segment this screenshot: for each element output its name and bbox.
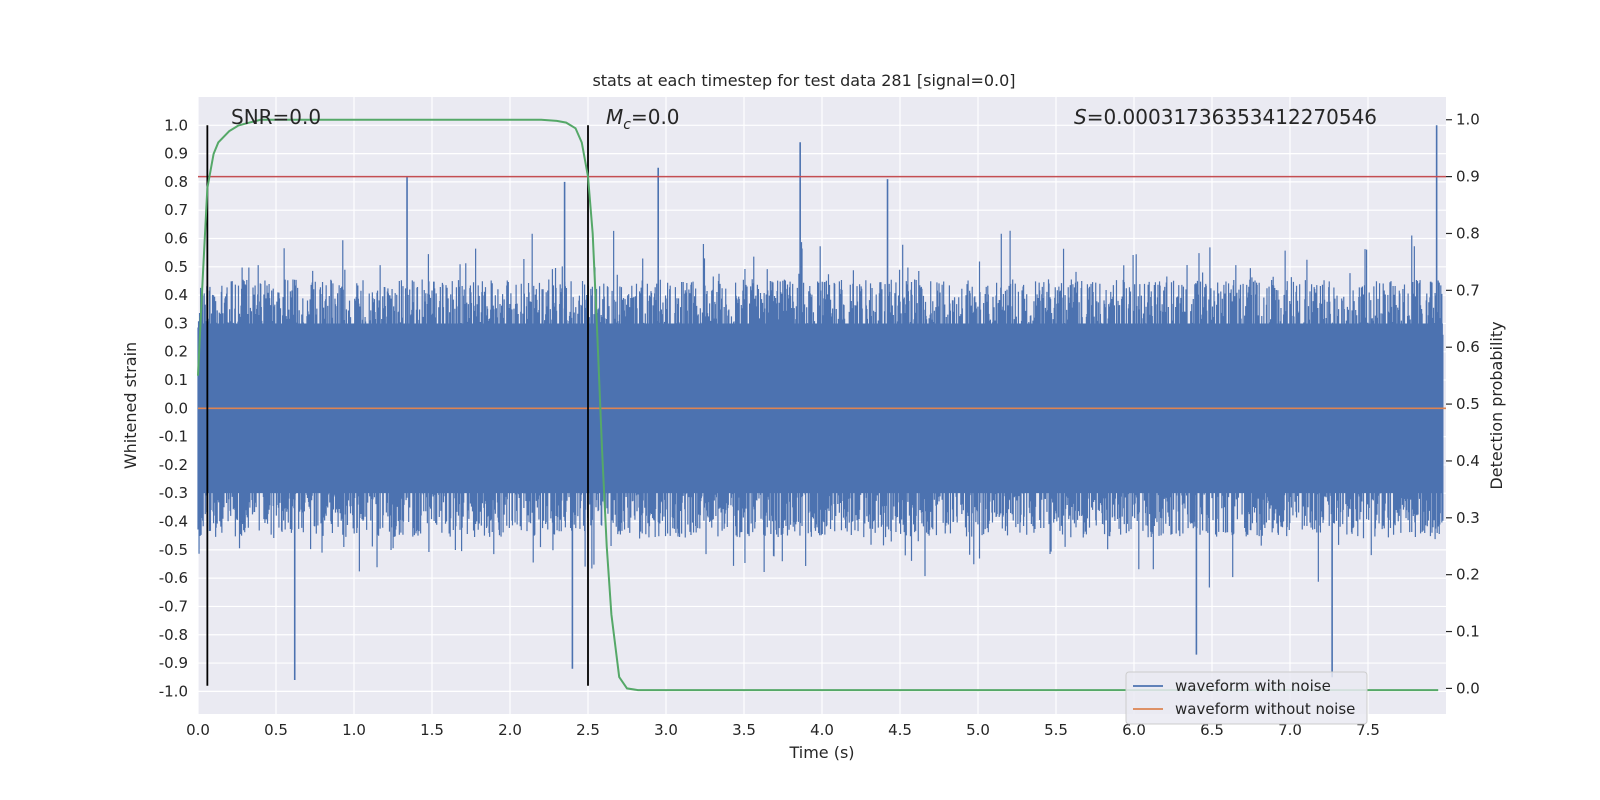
vertical-markers (206, 125, 589, 686)
y-tick-label: -0.3 (159, 484, 188, 502)
y-tick-label: -0.1 (159, 428, 188, 446)
x-tick-label: 3.0 (654, 721, 678, 739)
y2-tick-label: 0.6 (1456, 338, 1480, 356)
y-tick-label: 1.0 (164, 116, 188, 134)
x-tick-label: 6.0 (1122, 721, 1146, 739)
y-tick-label: -0.5 (159, 541, 188, 559)
x-tick-label: 4.0 (810, 721, 834, 739)
chart-title: stats at each timestep for test data 281… (592, 71, 1015, 90)
x-tick-label: 7.5 (1356, 721, 1380, 739)
y-tick-label: 0.5 (164, 258, 188, 276)
x-tick-label: 3.5 (732, 721, 756, 739)
s-symbol: S (1074, 105, 1087, 129)
legend-label-waveform-without-noise: waveform without noise (1175, 700, 1355, 718)
y2-axis-label: Detection probability (1487, 321, 1506, 489)
y-tick-label: 0.6 (164, 230, 188, 248)
x-tick-label: 1.0 (342, 721, 366, 739)
annotation-statistic: S=0.00031736353412270546 (1074, 105, 1377, 129)
annotation-chirp-mass: Mc=0.0 (606, 105, 680, 133)
mc-subscript: c (623, 117, 631, 133)
x-axis-label: Time (s) (788, 743, 854, 762)
x-tick-label: 2.5 (576, 721, 600, 739)
y2-tick-label: 0.5 (1456, 395, 1480, 413)
mc-value: =0.0 (631, 105, 680, 129)
s-value: =0.00031736353412270546 (1087, 105, 1377, 129)
y2-tick-label: 0.8 (1456, 224, 1480, 242)
y2-tick-label: 0.2 (1456, 566, 1480, 584)
y-tick-label: -0.4 (159, 513, 188, 531)
y-tick-label: 0.9 (164, 145, 188, 163)
legend-label-waveform-with-noise: waveform with noise (1175, 677, 1331, 695)
y-tick-label: 0.0 (164, 399, 188, 417)
y-tick-label: -0.7 (159, 597, 188, 615)
y-axis-label: Whitened strain (121, 342, 140, 469)
legend-box (1125, 671, 1368, 725)
y2-tick-label: 0.3 (1456, 509, 1480, 527)
y-tick-label: -0.6 (159, 569, 188, 587)
y-tick-label: -0.9 (159, 654, 188, 672)
x-tick-label: 5.0 (966, 721, 990, 739)
mc-symbol: M (606, 105, 623, 129)
probability-trace (197, 118, 1439, 692)
x-tick-label: 0.5 (264, 721, 288, 739)
y-tick-label: -0.2 (159, 456, 188, 474)
y-tick-label: -0.8 (159, 626, 188, 644)
y2-tick-label: 0.7 (1456, 281, 1480, 299)
x-axis-ticks: 0.0 0.5 1.0 1.5 2.0 2.5 3.0 3.5 4.0 4.5 5.0 5.5 6.0 6… (186, 721, 1380, 739)
series-detection-probability (197, 118, 1439, 692)
y2-tick-label: 0.1 (1456, 623, 1480, 641)
y2-tick-label: 0.0 (1456, 679, 1480, 697)
y-tick-label: -1.0 (159, 682, 188, 700)
y-tick-label: 0.7 (164, 201, 188, 219)
y2-tick-label: 1.0 (1456, 111, 1480, 129)
legend: waveform with noise waveform without noi… (1125, 671, 1368, 725)
x-tick-label: 2.0 (498, 721, 522, 739)
y2-tick-label: 0.4 (1456, 452, 1480, 470)
y-tick-label: 0.1 (164, 371, 188, 389)
x-tick-label: 1.5 (420, 721, 444, 739)
x-tick-label: 0.0 (186, 721, 210, 739)
y2-tick-label: 0.9 (1456, 168, 1480, 186)
x-tick-label: 4.5 (888, 721, 912, 739)
annotation-snr: SNR=0.0 (231, 105, 321, 129)
y-tick-label: 0.8 (164, 173, 188, 191)
y-tick-label: 0.2 (164, 343, 188, 361)
y-tick-label: 0.3 (164, 314, 188, 332)
x-tick-label: 6.5 (1200, 721, 1224, 739)
y-axis-ticks: 1.0 0.9 0.8 0.7 0.6 0.5 0.4 0.3 0.2 0.1 0.0 -0.1 -0.… (159, 116, 188, 700)
x-tick-label: 5.5 (1044, 721, 1068, 739)
y2-axis-ticks: 1.0 0.9 0.8 0.7 0.6 0.5 0.4 0.3 0.2 0.1 0.0 (1446, 111, 1480, 697)
y-tick-label: 0.4 (164, 286, 188, 304)
x-tick-label: 7.0 (1278, 721, 1302, 739)
